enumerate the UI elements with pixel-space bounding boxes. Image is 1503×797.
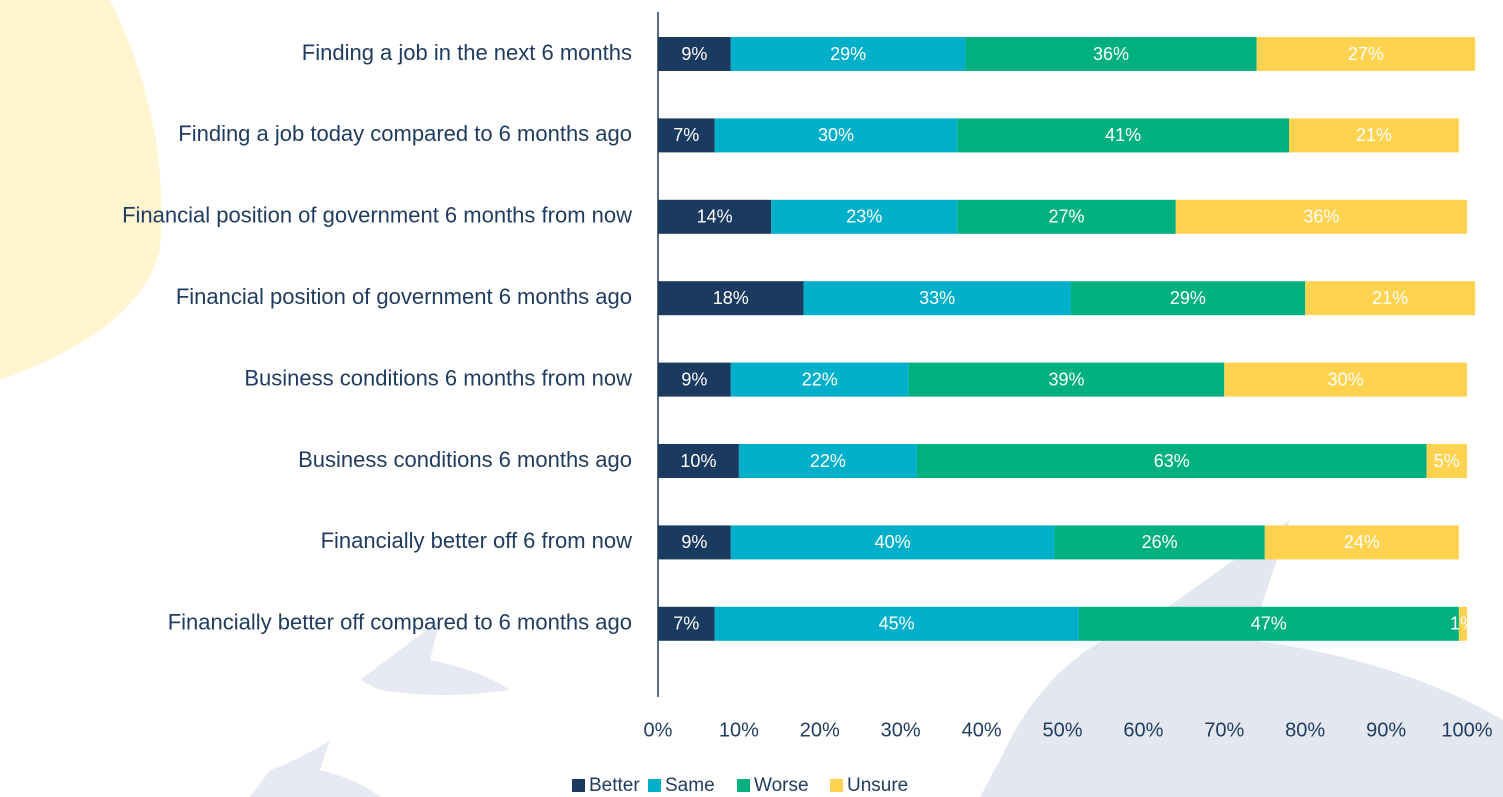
bar-segment (658, 606, 715, 641)
bar-segment (1264, 525, 1459, 560)
data-label: 22% (810, 451, 846, 471)
data-label: 41% (1105, 125, 1141, 145)
data-label: 7% (673, 614, 699, 634)
legend-label: Unsure (847, 775, 908, 796)
data-label: 21% (1356, 125, 1392, 145)
category-label: Financially better off 6 from now (321, 528, 633, 553)
category-label: Finding a job today compared to 6 months… (178, 121, 632, 146)
legend-label: Better (589, 775, 640, 796)
x-tick-label: 90% (1366, 719, 1406, 741)
category-label: Business conditions 6 months ago (298, 447, 632, 472)
category-label: Financial position of government 6 month… (122, 203, 632, 228)
data-label: 22% (802, 369, 838, 389)
data-label: 21% (1372, 288, 1408, 308)
data-label: 33% (919, 288, 955, 308)
category-label: Business conditions 6 months from now (244, 365, 632, 390)
data-label: 10% (680, 451, 716, 471)
data-label: 14% (697, 207, 733, 227)
bar-segment (658, 362, 731, 397)
data-label: 24% (1344, 532, 1380, 552)
bar-segment (1078, 606, 1459, 641)
bar-segment (1256, 37, 1476, 71)
category-label: Financial position of government 6 month… (176, 284, 632, 309)
data-label: 45% (879, 614, 915, 634)
bar-segment (965, 37, 1257, 71)
legend-swatch (648, 779, 661, 792)
x-tick-label: 0% (644, 719, 673, 741)
data-label: 1% (1450, 614, 1476, 634)
bar-segment (730, 37, 966, 71)
bar-segment (714, 606, 1079, 641)
data-label: 9% (681, 532, 707, 552)
data-label: 29% (830, 44, 866, 64)
bar-segment (658, 525, 731, 560)
bar-segment (957, 199, 1176, 234)
bar-segment (1458, 606, 1467, 641)
bar-segment (730, 525, 1055, 560)
x-tick-label: 10% (719, 719, 759, 741)
data-label: 30% (1328, 369, 1364, 389)
legend-label: Worse (754, 775, 809, 796)
data-label: 23% (846, 207, 882, 227)
bar-segment (1305, 281, 1476, 316)
data-label: 63% (1154, 451, 1190, 471)
data-label: 5% (1434, 451, 1460, 471)
data-label: 27% (1049, 207, 1085, 227)
data-label: 36% (1303, 207, 1339, 227)
bar-segment (908, 362, 1225, 397)
bar-segment (658, 199, 772, 234)
x-tick-label: 20% (800, 719, 840, 741)
bar-segment (957, 118, 1290, 153)
legend-swatch (737, 779, 750, 792)
data-label: 7% (673, 125, 699, 145)
bar-segment (658, 118, 715, 153)
bar-segment (1289, 118, 1459, 153)
bar-segment (803, 281, 1071, 316)
bar-segment (1224, 362, 1467, 397)
bar-segment (771, 199, 958, 234)
x-tick-label: 40% (962, 719, 1002, 741)
bar-segment (714, 118, 958, 153)
data-label: 39% (1049, 369, 1085, 389)
bar-segment (1175, 199, 1467, 234)
x-tick-label: 100% (1441, 719, 1492, 741)
x-tick-label: 30% (881, 719, 921, 741)
x-tick-label: 70% (1204, 719, 1244, 741)
bar-segment (730, 362, 909, 397)
legend-swatch (572, 779, 585, 792)
data-label: 36% (1093, 44, 1129, 64)
bar-segment (1426, 444, 1467, 478)
x-tick-label: 60% (1123, 719, 1163, 741)
category-label: Financially better off compared to 6 mon… (168, 610, 632, 635)
data-label: 30% (818, 125, 854, 145)
data-label: 18% (713, 288, 749, 308)
data-label: 29% (1170, 288, 1206, 308)
legend-swatch (830, 779, 843, 792)
x-tick-label: 80% (1285, 719, 1325, 741)
bar-segment (658, 281, 804, 316)
bar-segment (1054, 525, 1265, 560)
data-label: 9% (681, 369, 707, 389)
data-label: 27% (1348, 44, 1384, 64)
bar-segment (658, 444, 739, 478)
legend-label: Same (665, 775, 715, 796)
data-label: 40% (875, 532, 911, 552)
bar-segment (916, 444, 1427, 478)
bar-segment (738, 444, 917, 478)
category-label: Finding a job in the next 6 months (302, 40, 632, 65)
data-label: 26% (1142, 532, 1178, 552)
data-label: 47% (1251, 614, 1287, 634)
x-tick-label: 50% (1042, 719, 1082, 741)
bar-segment (658, 37, 731, 71)
bar-segment (1070, 281, 1306, 316)
data-label: 9% (681, 44, 707, 64)
